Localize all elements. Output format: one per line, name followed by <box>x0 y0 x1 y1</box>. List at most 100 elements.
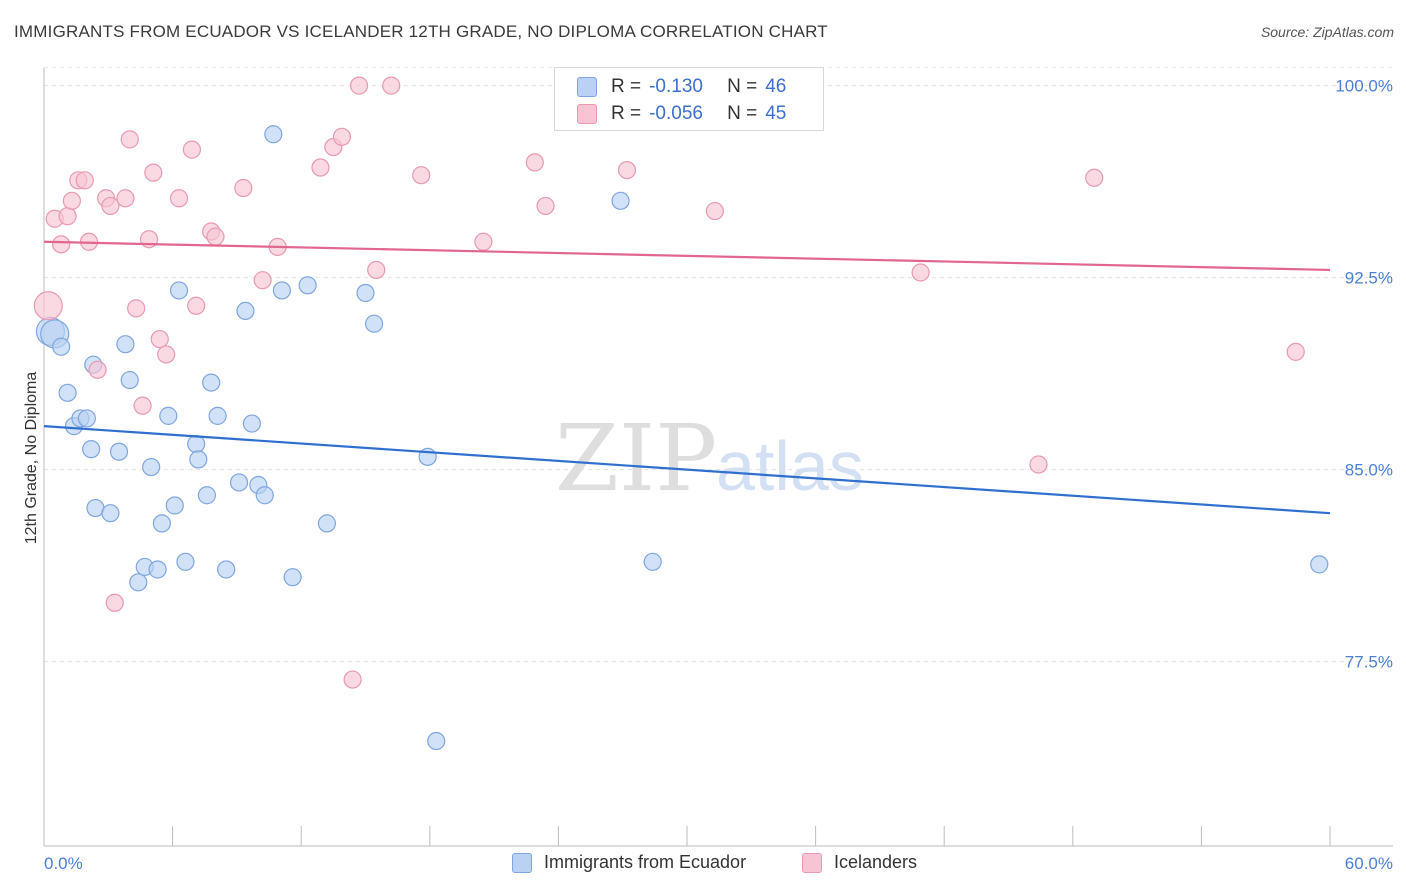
point-ecuador <box>159 406 178 425</box>
point-icelander <box>33 291 63 321</box>
point-ecuador <box>152 514 171 533</box>
point-icelander <box>157 345 176 364</box>
point-ecuador <box>109 442 129 461</box>
point-icelander <box>525 153 544 172</box>
point-icelander <box>911 263 930 282</box>
point-icelander <box>412 166 431 185</box>
legend-r-value: -0.056 <box>649 103 703 124</box>
point-icelander <box>182 140 201 159</box>
series-legend: Immigrants from Ecuador Icelanders <box>0 852 1406 876</box>
point-ecuador <box>1310 555 1329 574</box>
point-ecuador <box>101 504 120 523</box>
point-ecuador <box>364 314 384 333</box>
point-icelander <box>169 189 189 208</box>
point-ecuador <box>148 560 167 579</box>
trend-line-icelanders <box>43 240 1331 272</box>
point-ecuador <box>142 457 161 477</box>
watermark-zip: ZIP <box>555 405 717 512</box>
legend-r-label: R = <box>611 103 642 124</box>
legend-swatch-blue <box>577 77 597 97</box>
point-icelander <box>75 171 94 190</box>
point-icelander <box>150 329 169 349</box>
point-ecuador <box>317 514 337 533</box>
point-icelander <box>62 191 81 210</box>
point-icelander <box>116 189 135 208</box>
point-ecuador <box>255 486 274 505</box>
point-ecuador <box>229 473 249 492</box>
legend-n-value: 45 <box>765 103 787 124</box>
legend-row-ecuador: R = -0.130 N = 46 <box>577 74 786 100</box>
point-icelander <box>474 232 493 251</box>
watermark-atlas: atlas <box>716 427 864 505</box>
point-ecuador <box>264 125 283 144</box>
grid-lines <box>44 67 1393 663</box>
point-ecuador <box>189 450 208 469</box>
point-ecuador <box>116 335 135 354</box>
y-tick-label: 100.0% <box>1335 77 1393 96</box>
point-icelander <box>253 271 272 290</box>
x-tick-label-min: 0.0% <box>44 854 83 873</box>
point-icelander <box>343 670 362 689</box>
point-ecuador <box>298 276 317 295</box>
point-ecuador <box>52 337 71 356</box>
legend-swatch-pink <box>577 104 597 124</box>
x-tick-label-max: 60.0% <box>1345 854 1393 873</box>
point-ecuador <box>611 191 630 210</box>
legend-item-label: Icelanders <box>834 852 918 872</box>
point-icelander <box>367 260 386 280</box>
source-credit: Source: ZipAtlas.com <box>1260 24 1394 40</box>
point-icelander <box>101 196 120 216</box>
point-icelander <box>127 299 146 318</box>
point-icelander <box>705 201 724 221</box>
point-ecuador <box>58 383 77 402</box>
point-ecuador <box>187 434 206 454</box>
point-ecuador <box>129 573 148 592</box>
point-ecuador <box>236 301 255 321</box>
point-ecuador <box>176 552 195 571</box>
point-ecuador <box>208 406 227 425</box>
legend-item-icelanders[interactable]: Icelanders <box>802 852 917 873</box>
legend-row-icelanders: R = -0.056 N = 45 <box>577 101 786 127</box>
point-icelander <box>58 207 77 226</box>
point-icelander <box>382 76 401 95</box>
point-icelander <box>133 396 152 415</box>
point-icelander <box>1029 455 1048 474</box>
point-ecuador <box>197 486 216 505</box>
y-tick-label: 85.0% <box>1345 461 1393 480</box>
legend-item-label: Immigrants from Ecuador <box>544 852 747 872</box>
point-icelander <box>120 130 139 149</box>
point-icelander <box>234 178 253 198</box>
point-icelander <box>536 196 555 216</box>
chart-title: IMMIGRANTS FROM ECUADOR VS ICELANDER 12T… <box>14 22 828 41</box>
legend-swatch-pink <box>802 852 822 873</box>
point-icelander <box>1085 168 1104 187</box>
legend-n-label: N = <box>727 103 758 124</box>
y-tick-label: 77.5% <box>1345 653 1393 672</box>
point-icelander <box>52 235 71 254</box>
legend-r-value: -0.130 <box>649 76 703 97</box>
legend-item-ecuador[interactable]: Immigrants from Ecuador <box>512 852 746 873</box>
point-icelander <box>349 76 369 95</box>
point-icelander <box>187 296 206 315</box>
legend-n-value: 46 <box>765 76 787 97</box>
point-ecuador <box>283 568 302 587</box>
y-tick-label: 92.5% <box>1345 269 1393 288</box>
point-ecuador <box>120 370 139 390</box>
point-ecuador <box>82 440 101 459</box>
correlation-legend: R = -0.130 N = 46 R = -0.056 N = 45 <box>554 67 824 131</box>
point-icelander <box>617 160 637 180</box>
point-ecuador <box>169 281 189 300</box>
legend-n-label: N = <box>727 76 758 97</box>
y-axis-label: 12th Grade, No Diploma <box>23 372 40 545</box>
legend-r-label: R = <box>611 76 642 97</box>
point-ecuador <box>165 496 184 515</box>
point-icelander <box>1286 342 1305 361</box>
legend-swatch-blue <box>512 852 532 873</box>
point-icelander <box>311 158 330 177</box>
trend-line-ecuador <box>43 425 1331 515</box>
axes <box>43 68 1393 847</box>
point-ecuador <box>202 373 221 392</box>
point-ecuador <box>356 283 375 303</box>
point-icelander <box>88 360 107 379</box>
